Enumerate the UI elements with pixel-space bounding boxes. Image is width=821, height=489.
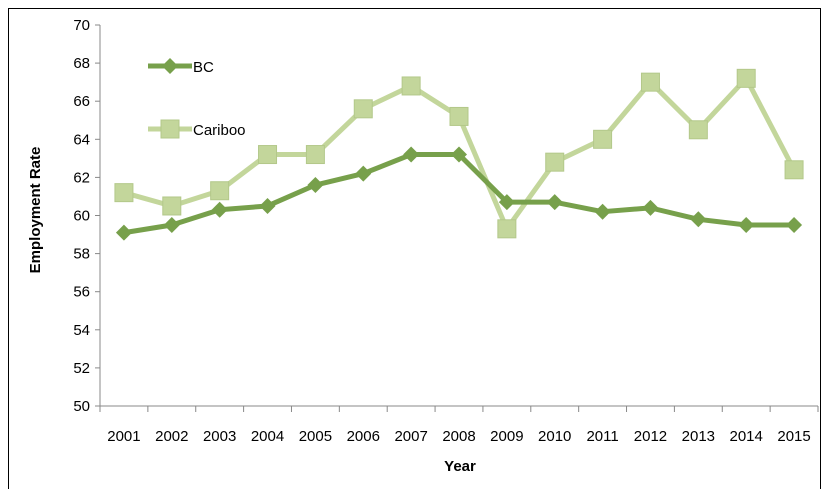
data-point-cariboo <box>784 160 804 180</box>
legend-item-cariboo: Cariboo <box>148 119 246 139</box>
y-tick-label: 52 <box>73 360 90 377</box>
y-tick-label: 66 <box>73 93 90 110</box>
data-point-cariboo <box>736 68 756 88</box>
axes: 50 52 54 56 58 60 62 64 66 68 70 2001 2002 2003 2004 20… <box>73 17 819 445</box>
data-point-bc <box>642 199 659 216</box>
series-layer <box>114 68 804 241</box>
x-axis-title: Year <box>444 458 476 475</box>
data-point-cariboo <box>305 145 325 165</box>
data-point-bc <box>211 201 228 218</box>
data-point-bc <box>451 146 467 163</box>
data-point-cariboo <box>497 219 517 239</box>
data-point-bc <box>594 203 611 220</box>
y-tick-label: 50 <box>73 398 90 415</box>
x-tick-label: 2005 <box>299 428 332 445</box>
x-tick-label: 2008 <box>442 428 475 445</box>
data-point-bc <box>738 217 755 234</box>
x-tick-label: 2013 <box>682 428 715 445</box>
legend-label: Cariboo <box>193 122 246 139</box>
legend-marker-diamond <box>162 58 178 74</box>
series-cariboo <box>114 68 804 239</box>
data-point-cariboo <box>258 145 278 165</box>
data-point-cariboo <box>162 196 182 216</box>
x-tick-label: 2002 <box>155 428 188 445</box>
y-tick-label: 64 <box>73 131 90 148</box>
y-tick-label: 58 <box>73 246 90 263</box>
legend-item-bc: BC <box>148 58 214 76</box>
y-axis-title: Employment Rate <box>27 147 44 274</box>
x-tick-label: 2007 <box>394 428 427 445</box>
data-point-cariboo <box>353 99 373 119</box>
y-tick-label: 70 <box>73 17 90 34</box>
data-point-cariboo <box>401 76 421 96</box>
data-point-cariboo <box>114 183 134 203</box>
data-point-bc <box>498 194 515 211</box>
x-tick-label: 2011 <box>586 428 618 445</box>
y-tick-label: 68 <box>73 55 90 72</box>
data-point-bc <box>786 217 803 234</box>
data-point-bc <box>163 217 180 234</box>
data-point-bc <box>115 224 132 241</box>
data-point-bc <box>307 177 324 194</box>
y-tick-label: 62 <box>73 169 90 186</box>
data-point-bc <box>546 194 563 211</box>
data-point-bc <box>690 211 707 228</box>
data-point-cariboo <box>640 72 660 92</box>
y-tick-label: 56 <box>73 284 90 301</box>
x-tick-label: 2003 <box>203 428 236 445</box>
y-tick-label: 60 <box>73 208 90 225</box>
legend: BC Cariboo <box>148 58 246 139</box>
data-point-cariboo <box>593 129 613 149</box>
legend-marker-square <box>160 119 180 139</box>
x-tick-label: 2010 <box>538 428 571 445</box>
legend-label: BC <box>193 59 214 76</box>
y-tick-label: 54 <box>73 322 90 339</box>
data-point-cariboo <box>449 106 469 126</box>
x-tick-label: 2015 <box>777 428 810 445</box>
x-tick-label: 2012 <box>634 428 667 445</box>
x-tick-label: 2004 <box>251 428 284 445</box>
series-bc <box>115 146 803 241</box>
x-tick-label: 2001 <box>107 428 140 445</box>
data-point-cariboo <box>210 181 230 201</box>
data-point-cariboo <box>545 152 565 172</box>
data-point-bc <box>355 165 372 182</box>
x-tick-label: 2006 <box>347 428 380 445</box>
x-tick-label: 2009 <box>490 428 523 445</box>
data-point-bc <box>259 197 276 214</box>
data-point-cariboo <box>688 120 708 140</box>
x-tick-label: 2014 <box>730 428 763 445</box>
data-point-bc <box>403 146 420 163</box>
